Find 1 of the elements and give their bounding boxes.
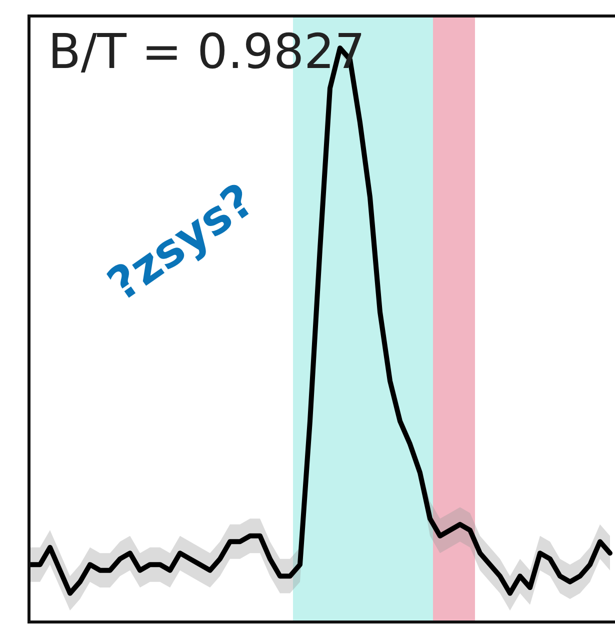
annotation: B/T = 0.9827 xyxy=(48,24,366,80)
